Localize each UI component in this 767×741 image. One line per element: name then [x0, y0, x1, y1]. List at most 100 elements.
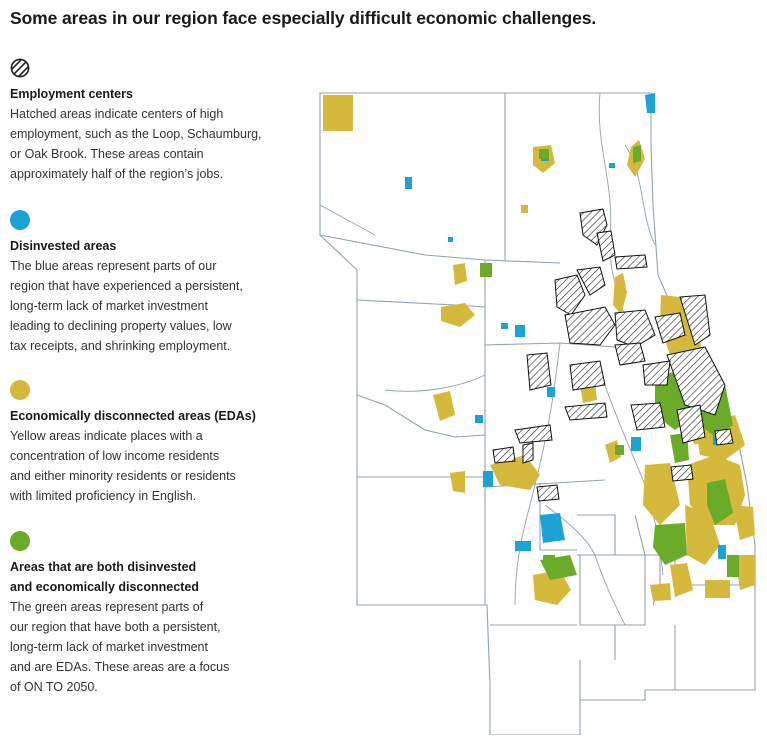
county-line — [579, 555, 645, 626]
legend-item-disinvested: Disinvested areas The blue areas represe… — [10, 210, 280, 356]
legend-text-line: with limited proficiency in English. — [10, 489, 197, 503]
both-area — [539, 149, 549, 159]
eda-area — [670, 563, 693, 597]
legend-heading: Disinvested areas — [10, 239, 117, 253]
employment-center — [522, 442, 534, 464]
hatch-circle-icon — [10, 58, 30, 78]
county-line — [615, 554, 646, 625]
employment-center — [642, 360, 671, 386]
legend-text-line: and either minority residents or residen… — [10, 469, 236, 483]
eda-area — [441, 303, 475, 327]
employment-center — [670, 464, 694, 482]
yellow-circle-icon — [10, 380, 30, 400]
eda-area — [490, 455, 540, 490]
disinvested-area — [609, 163, 615, 168]
legend-text-line: concentration of low income residents — [10, 449, 220, 463]
map-title: Some areas in our region face especially… — [10, 8, 597, 28]
employment-center — [654, 312, 686, 344]
road-lines — [319, 92, 664, 626]
both-area — [653, 523, 687, 565]
legend-text-line: The green areas represent parts of — [10, 600, 204, 614]
eda-area — [533, 570, 571, 605]
employment-center — [614, 254, 648, 270]
eda-area — [705, 580, 730, 598]
legend-heading: Economically disconnected areas (EDAs) — [10, 409, 256, 423]
eda-area — [521, 205, 528, 213]
region-outline — [319, 92, 756, 735]
eda-area — [453, 263, 467, 285]
county-line — [539, 483, 577, 551]
legend-text-line: and are EDAs. These areas are a focus — [10, 660, 230, 674]
eda-area — [733, 505, 755, 540]
employment-centers — [492, 208, 734, 502]
both-area — [480, 263, 492, 277]
disinvested-area — [631, 437, 641, 451]
eda-area — [643, 463, 680, 525]
employment-center — [676, 404, 706, 444]
employment-center — [714, 428, 734, 446]
disinvested-area — [718, 545, 726, 559]
employment-center — [514, 424, 553, 444]
employment-center — [614, 342, 646, 366]
county-line — [356, 394, 486, 438]
eda-area — [735, 555, 755, 590]
legend-text-line: our region that have both a persistent, — [10, 620, 221, 634]
legend-heading: Employment centers — [10, 87, 133, 101]
disinvested-area — [547, 387, 555, 397]
employment-center — [576, 266, 606, 296]
green-circle-icon — [10, 531, 30, 551]
legend-heading: and economically disconnected — [10, 580, 199, 594]
employment-center — [679, 294, 711, 346]
legend-text-line: long-term lack of market investment — [10, 299, 208, 313]
legend-text-line: region that have experienced a persisten… — [10, 279, 243, 293]
both-area — [633, 145, 641, 163]
region-map — [319, 92, 756, 735]
disinvested-area — [483, 471, 493, 487]
legend-text-line: tax receipts, and shrinking employment. — [10, 339, 231, 353]
legend-text-line: long-term lack of market investment — [10, 640, 208, 654]
blue-circle-icon — [10, 210, 30, 230]
both-area — [727, 555, 739, 577]
county-line — [577, 514, 616, 556]
employment-center — [564, 402, 608, 421]
legend-item-employment-centers: Employment centers Hatched areas indicat… — [10, 58, 280, 184]
legend-text-line: Hatched areas indicate centers of high — [10, 107, 224, 121]
legend-text-line: leading to declining property values, lo… — [10, 319, 232, 333]
eda-area — [685, 505, 720, 565]
legend-text-line: Yellow areas indicate places with a — [10, 429, 203, 443]
employment-center — [564, 306, 616, 346]
employment-center — [536, 484, 560, 502]
eda-area — [323, 95, 353, 131]
disinvested-area — [501, 323, 508, 329]
employment-center — [614, 309, 656, 348]
both-area — [707, 479, 733, 525]
eda-area — [433, 391, 455, 421]
employment-center — [569, 360, 606, 391]
employment-center — [492, 446, 516, 464]
legend-text-line: employment, such as the Loop, Schaumburg… — [10, 127, 262, 141]
disinvested-area — [645, 93, 655, 113]
county-line — [319, 234, 561, 264]
disinvested-area — [405, 177, 412, 189]
employment-center — [596, 230, 616, 262]
eda-area — [650, 583, 671, 601]
legend-text-line: or Oak Brook. These areas contain — [10, 147, 204, 161]
employment-center — [630, 402, 666, 431]
legend-item-both: Areas that are both disinvested and econ… — [10, 531, 280, 697]
legend-text-line: The blue areas represent parts of our — [10, 259, 217, 273]
employment-center — [526, 352, 552, 391]
disinvested-area — [448, 237, 453, 242]
disinvested-area — [515, 541, 531, 551]
legend-heading: Areas that are both disinvested — [10, 560, 197, 574]
disinvested-area — [540, 513, 565, 543]
employment-center — [666, 346, 726, 416]
eda-area — [613, 273, 627, 315]
both-area — [543, 555, 555, 567]
county-boundaries — [319, 92, 756, 735]
disinvested-area — [515, 325, 525, 337]
eda-area — [450, 471, 465, 493]
legend-text-line: approximately half of the region’s jobs. — [10, 167, 224, 181]
employment-center — [554, 274, 586, 316]
legend-item-edas: Economically disconnected areas (EDAs) Y… — [10, 380, 280, 506]
both-area — [615, 445, 624, 455]
